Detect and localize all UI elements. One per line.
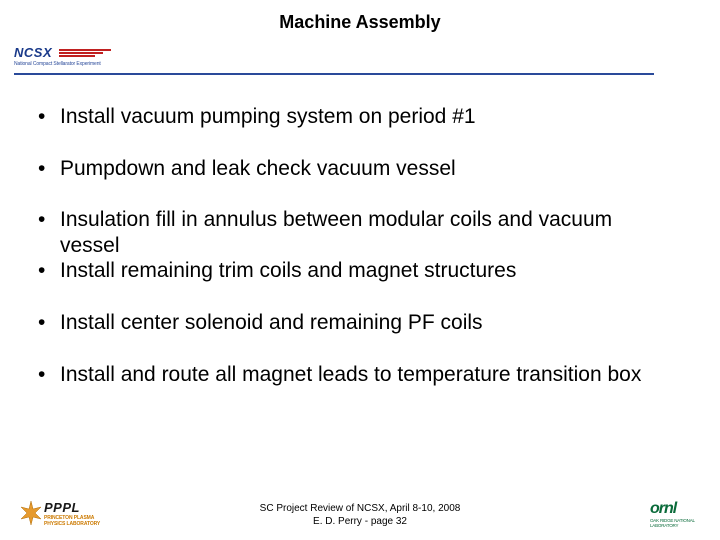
list-item: Install and route all magnet leads to te… xyxy=(38,362,668,388)
bullet-text: Install and route all magnet leads to te… xyxy=(60,363,641,386)
header-rule xyxy=(14,73,654,75)
ncsx-logo-text: NCSX xyxy=(14,45,52,60)
bullet-text: Install center solenoid and remaining PF… xyxy=(60,311,483,334)
list-item: Install remaining trim coils and magnet … xyxy=(38,258,668,284)
bullet-text: Pumpdown and leak check vacuum vessel xyxy=(60,157,456,180)
bullet-text: Install vacuum pumping system on period … xyxy=(60,105,476,128)
bullet-text: Install remaining trim coils and magnet … xyxy=(60,259,516,282)
ncsx-logo: NCSX National Compact Stellarator Experi… xyxy=(14,44,126,72)
list-item: Install vacuum pumping system on period … xyxy=(38,104,668,130)
ornl-logo-sub: OAK RIDGE NATIONAL LABORATORY xyxy=(650,518,704,528)
footer-line-2: E. D. Perry - page 32 xyxy=(0,516,720,529)
footer: SC Project Review of NCSX, April 8-10, 2… xyxy=(0,503,720,528)
list-item: Insulation fill in annulus between modul… xyxy=(38,207,668,258)
slide-title: Machine Assembly xyxy=(0,12,720,33)
slide: Machine Assembly NCSX National Compact S… xyxy=(0,0,720,540)
list-item: Pumpdown and leak check vacuum vessel xyxy=(38,156,668,182)
ornl-logo-text: ornl xyxy=(650,500,704,518)
footer-line-1: SC Project Review of NCSX, April 8-10, 2… xyxy=(0,503,720,516)
ncsx-stripes-icon xyxy=(59,48,111,58)
list-item: Install center solenoid and remaining PF… xyxy=(38,310,668,336)
bullet-text: Insulation fill in annulus between modul… xyxy=(60,208,612,257)
ncsx-logo-sub: National Compact Stellarator Experiment xyxy=(14,61,126,67)
bullet-list: Install vacuum pumping system on period … xyxy=(38,104,668,413)
ornl-logo: ornl OAK RIDGE NATIONAL LABORATORY xyxy=(650,500,704,530)
